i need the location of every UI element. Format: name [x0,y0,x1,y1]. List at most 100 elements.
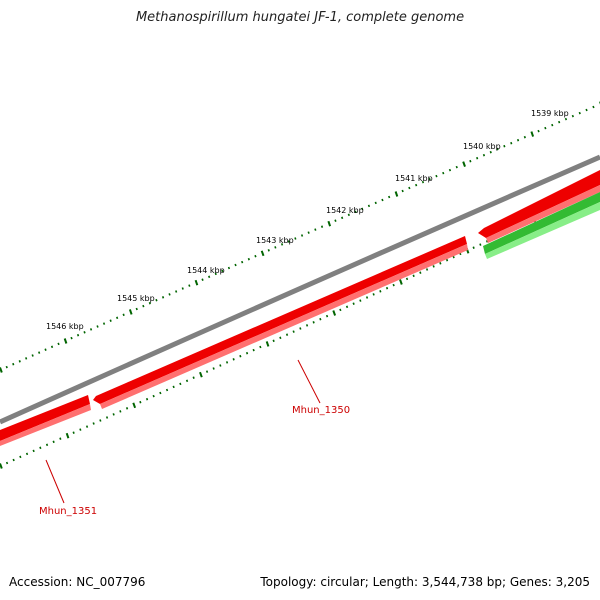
ruler-minor-tick [455,165,458,169]
ruler-minor-tick [408,186,411,190]
ruler-major-tick [327,220,332,227]
ruler-minor-tick [442,171,445,175]
ruler-minor-tick [485,240,489,243]
ruler-minor-tick [25,452,29,456]
ruler-minor-tick [214,272,217,276]
gene-label-mhun-1350[interactable]: Mhun_1350 [292,405,350,416]
ruler-minor-tick [428,177,431,181]
ruler-minor-tick [339,308,342,312]
ruler-minor-tick [489,150,492,154]
ruler-minor-tick [558,120,561,124]
ruler-minor-tick [320,225,324,228]
ruler-minor-tick [578,111,581,115]
ruler-minor-tick [292,330,295,333]
ruler-minor-tick [307,231,310,234]
ruler-minor-tick [232,358,235,361]
ruler-minor-tick [564,117,568,121]
ruler-minor-tick [5,365,8,369]
kbp-label: 1539 kbp [531,109,569,118]
ruler-minor-tick [139,400,142,404]
kbp-label: 1540 kbp [463,142,501,151]
gene-features [0,170,600,446]
ruler-major-tick [65,432,70,439]
ruler-minor-tick [31,354,34,357]
ruler-minor-tick [367,204,371,208]
ruler-minor-tick [19,455,22,459]
ruler-minor-tick [96,325,99,328]
ruler-minor-tick [152,394,155,398]
gene-mhun-1351[interactable] [0,395,91,446]
ruler-minor-tick [83,331,86,334]
ruler-minor-tick [116,316,119,320]
ruler-minor-tick [5,461,9,465]
ruler-minor-tick [379,290,382,293]
ruler-minor-tick [412,274,415,278]
ruler-labels: 1539 kbp 1540 kbp 1541 kbp 1542 kbp 1543… [46,109,569,331]
gene-forward-green[interactable] [483,192,600,259]
ruler-minor-tick [247,257,250,261]
ruler-minor-tick [280,243,284,246]
ruler-minor-tick [439,262,442,265]
ruler-major-tick [399,279,403,285]
kbp-label: 1542 kbp [326,206,364,215]
ruler-minor-tick [25,357,28,360]
ruler-minor-tick [219,364,222,367]
ruler-minor-tick [341,216,344,220]
ruler-minor-tick [448,168,452,172]
ruler-minor-tick [168,293,171,296]
ruler-minor-tick [496,147,499,151]
ruler-minor-tick [148,301,151,305]
ruler-minor-tick [59,437,62,440]
map-title: Methanospirillum hungatei JF-1, complete… [135,10,465,25]
kbp-label: 1543 kbp [256,236,294,245]
outer-ruler-ticks [0,101,600,373]
ruler-minor-tick [185,379,189,383]
ruler-minor-tick [241,260,244,264]
ruler-minor-tick [92,422,95,425]
ruler-minor-tick [119,410,122,413]
ruler-minor-tick [252,348,255,352]
ruler-minor-tick [472,246,475,249]
ruler-minor-tick [12,362,15,366]
kbp-label: 1544 kbp [187,266,225,275]
ruler-minor-tick [537,129,540,133]
ruler-major-tick [0,463,3,469]
ruler-minor-tick [159,391,162,395]
ruler-minor-tick [142,304,145,308]
ruler-major-tick [332,310,337,316]
ruler-minor-tick [52,440,55,444]
ruler-minor-tick [435,174,438,178]
ruler-minor-tick [175,290,178,293]
ruler-minor-tick [445,258,449,262]
ruler-minor-tick [57,342,60,346]
ruler-minor-tick [345,305,349,309]
ruler-minor-tick [50,345,54,349]
ruler-minor-tick [388,195,391,199]
ruler-minor-tick [208,275,211,279]
ruler-major-tick [265,341,270,347]
ruler-major-tick [199,371,203,378]
ruler-minor-tick [285,333,289,336]
ruler-minor-tick [523,135,526,139]
ruler-minor-tick [85,425,89,428]
ruler-minor-tick [125,407,129,410]
ruler-minor-tick [425,268,429,271]
ruler-minor-tick [479,243,482,246]
ruler-minor-tick [354,210,357,214]
gene-reverse-upper-right[interactable] [478,170,600,243]
ruler-minor-tick [76,333,80,337]
ruler-minor-tick [32,449,35,453]
ruler-minor-tick [234,263,237,267]
ruler-major-tick [132,402,137,409]
ruler-minor-tick [18,360,21,363]
ruler-major-tick [0,367,3,373]
ruler-minor-tick [272,339,275,343]
gene-label-leader [297,359,321,404]
gene-label-mhun-1351[interactable]: Mhun_1351 [39,506,97,517]
ruler-minor-tick [392,283,395,287]
ruler-minor-tick [39,446,42,450]
ruler-minor-tick [239,354,242,358]
gene-mhun-1350[interactable] [93,236,468,409]
ruler-minor-tick [385,286,389,290]
